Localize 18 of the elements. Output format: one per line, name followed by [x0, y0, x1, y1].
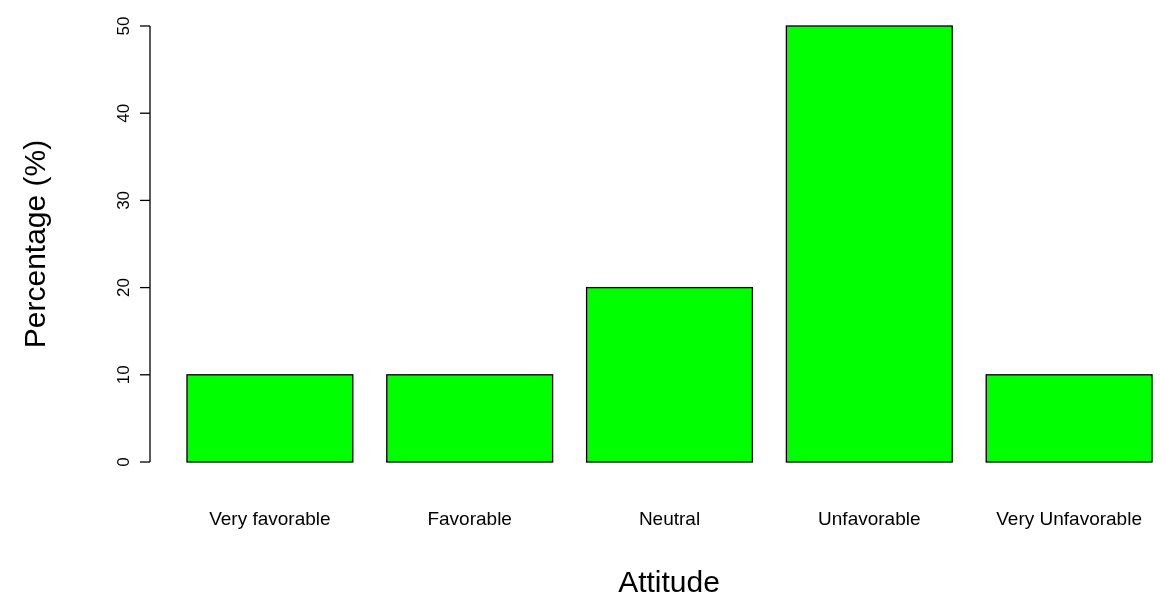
bar	[585, 286, 754, 463]
y-tick-label: 30	[114, 190, 133, 210]
x-tick-label: Unfavorable	[818, 508, 921, 529]
y-axis-title: Percentage (%)	[18, 139, 51, 349]
bar	[186, 374, 354, 463]
y-tick-label: 10	[114, 365, 133, 385]
y-tick-label: 0	[114, 457, 133, 467]
y-tick-label: 40	[114, 103, 133, 123]
x-tick-label: Favorable	[427, 508, 512, 529]
x-tick-label: Very favorable	[209, 508, 331, 529]
x-axis-title: Attitude	[618, 565, 720, 598]
bar	[386, 374, 554, 463]
y-tick-label: 50	[114, 16, 133, 36]
x-tick-label: Neutral	[638, 508, 701, 529]
x-tick-label: Very Unfavorable	[996, 508, 1142, 529]
y-tick-label: 20	[114, 278, 133, 298]
bar	[985, 374, 1153, 463]
bar	[785, 25, 953, 463]
